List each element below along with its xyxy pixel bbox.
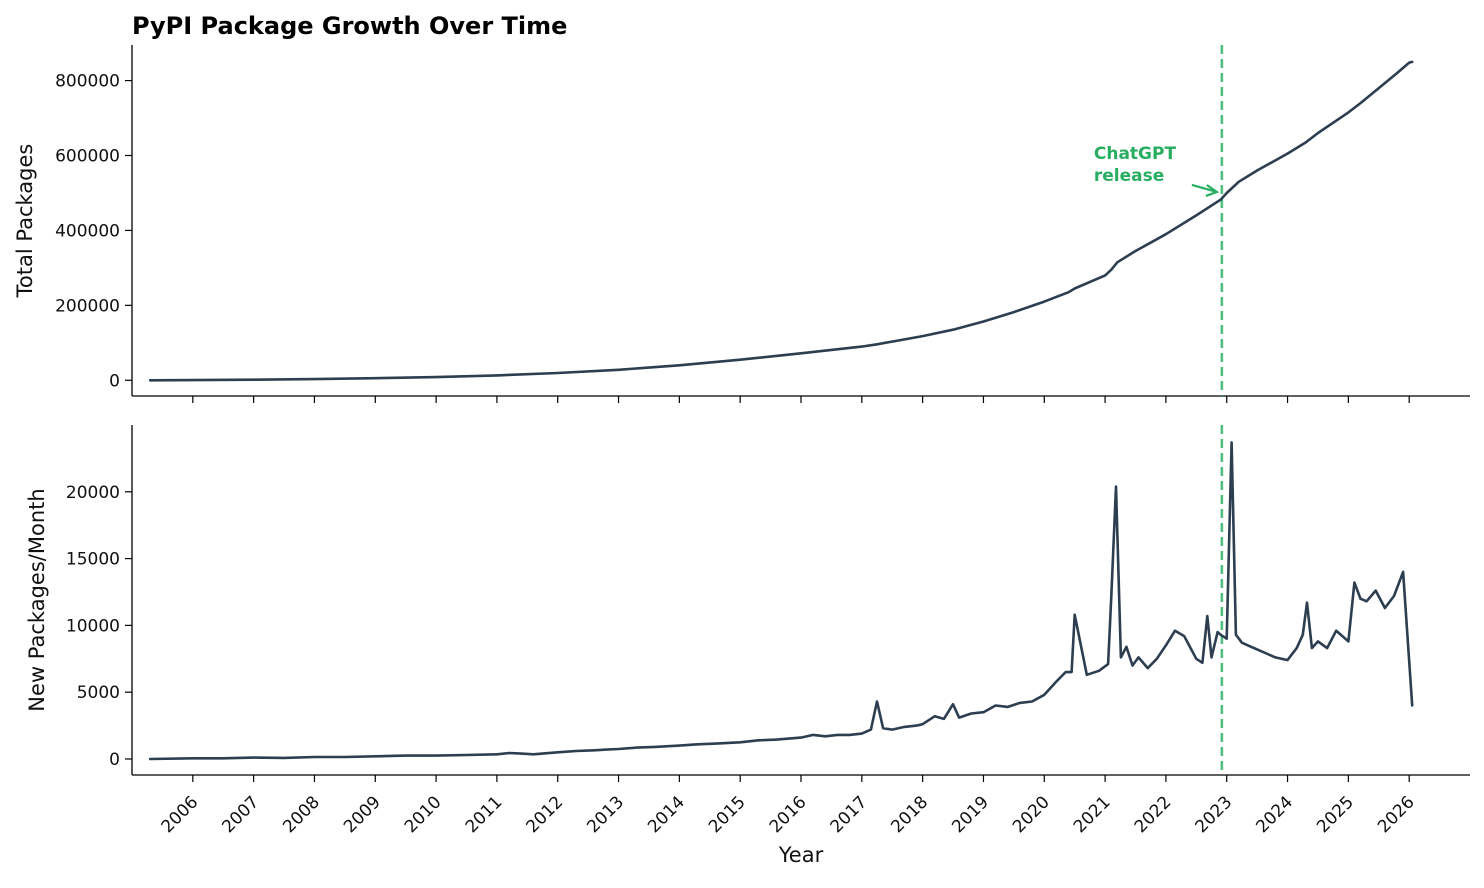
chart-title: PyPI Package Growth Over Time bbox=[132, 12, 567, 40]
x-tick-label: 2018 bbox=[887, 792, 932, 837]
y-tick-label: 15000 bbox=[66, 550, 120, 570]
x-tick-label: 2015 bbox=[705, 792, 750, 837]
y-tick-label: 5000 bbox=[77, 683, 120, 703]
x-tick-label: 2019 bbox=[948, 792, 993, 837]
y-axis-label: New Packages/Month bbox=[25, 488, 49, 711]
x-tick-label: 2026 bbox=[1374, 792, 1419, 837]
x-tick-label: 2006 bbox=[158, 792, 203, 837]
x-tick-label: 2022 bbox=[1131, 792, 1176, 837]
x-tick-label: 2010 bbox=[401, 792, 446, 837]
x-tick-label: 2020 bbox=[1009, 792, 1054, 837]
y-tick-label: 0 bbox=[109, 371, 120, 391]
x-tick-label: 2012 bbox=[523, 792, 568, 837]
y-tick-label: 200000 bbox=[55, 296, 120, 316]
y-tick-label: 20000 bbox=[66, 483, 120, 503]
y-tick-label: 0 bbox=[109, 750, 120, 770]
x-tick-label: 2007 bbox=[218, 792, 263, 837]
y-tick-label: 600000 bbox=[55, 147, 120, 167]
x-tick-label: 2025 bbox=[1313, 792, 1358, 837]
total-packages-panel: 0 200000 400000 600000 800000 Total Packages C… bbox=[13, 45, 1470, 403]
x-tick-label: 2008 bbox=[279, 792, 324, 837]
x-tick-label: 2011 bbox=[462, 792, 507, 837]
y-tick-label: 800000 bbox=[55, 72, 120, 92]
new-packages-panel: 0 5000 10000 15000 20000 2006 2007 2008 2009 2010… bbox=[25, 425, 1470, 867]
x-tick-label: 2016 bbox=[766, 792, 811, 837]
y-tick-label: 10000 bbox=[66, 616, 120, 636]
y-tick-label: 400000 bbox=[55, 221, 120, 241]
series-line bbox=[148, 60, 1414, 382]
x-tick-label: 2024 bbox=[1252, 792, 1297, 837]
y-axis-label: Total Packages bbox=[13, 144, 37, 299]
x-axis-label: Year bbox=[778, 843, 824, 867]
annotation-text: ChatGPT bbox=[1094, 144, 1177, 164]
x-tick-label: 2014 bbox=[644, 792, 689, 837]
annotation-arrow bbox=[1191, 183, 1218, 194]
annotation-text: release bbox=[1094, 166, 1164, 186]
series-line bbox=[148, 441, 1414, 761]
x-tick-label: 2009 bbox=[340, 792, 385, 837]
x-tick-label: 2023 bbox=[1192, 792, 1237, 837]
x-tick-label: 2021 bbox=[1070, 792, 1115, 837]
annotation-arrowhead bbox=[1205, 184, 1220, 198]
x-tick-label: 2013 bbox=[583, 792, 628, 837]
x-tick-label: 2017 bbox=[827, 792, 872, 837]
